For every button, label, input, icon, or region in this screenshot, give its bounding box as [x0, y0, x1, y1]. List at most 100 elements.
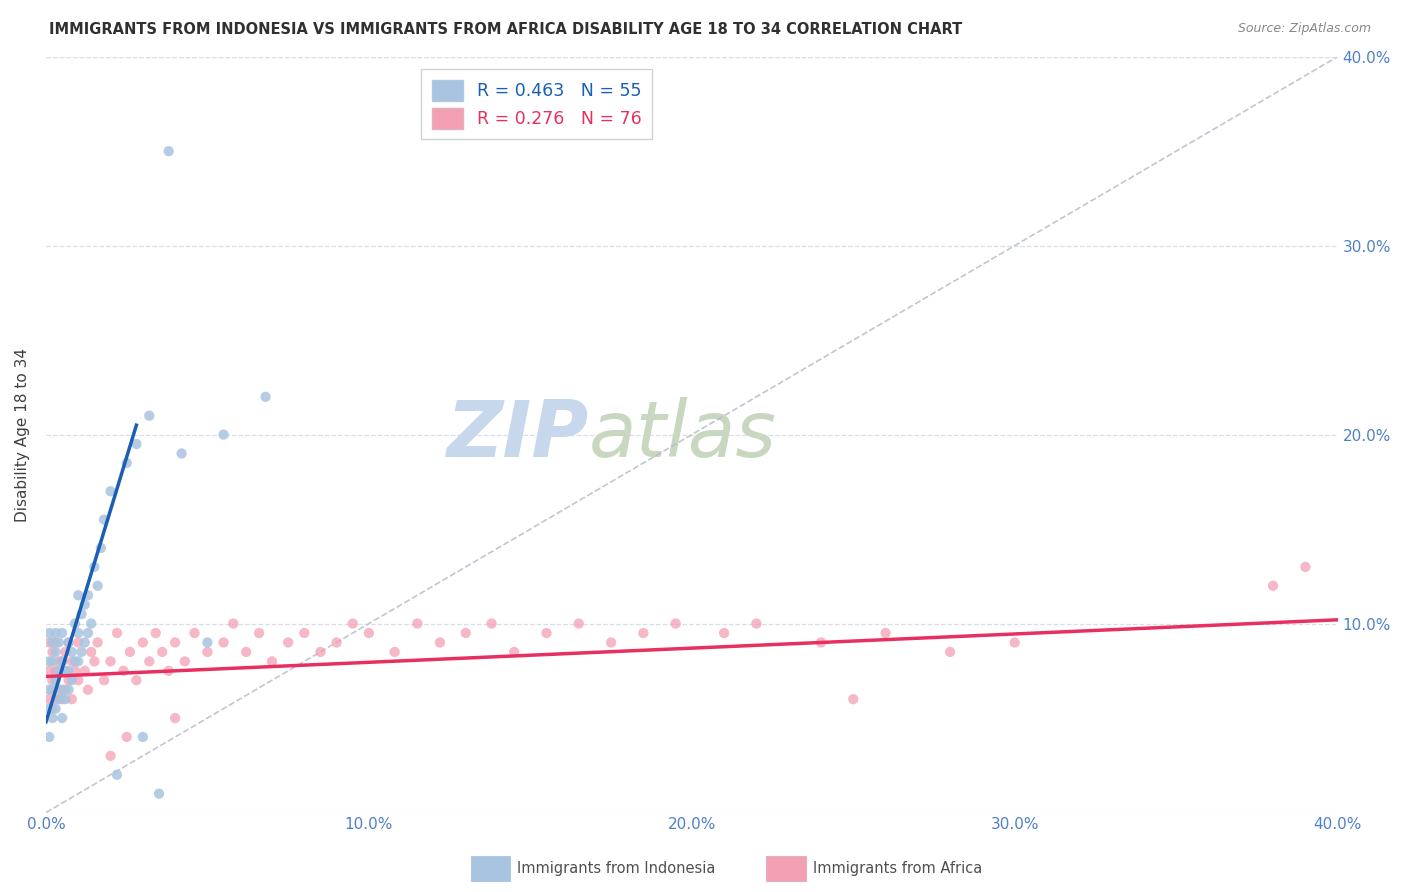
Point [93, 513, 115, 527]
Point [197, 645, 219, 659]
Point [600, 635, 623, 649]
Point [157, 144, 180, 158]
Point [45, 664, 67, 678]
Text: Source: ZipAtlas.com: Source: ZipAtlas.com [1237, 22, 1371, 36]
Text: ZIP: ZIP [446, 397, 589, 473]
Point [58, 635, 80, 649]
Point [45, 673, 67, 688]
Point [222, 616, 245, 631]
Point [63, 664, 86, 678]
Point [277, 635, 299, 649]
Point [503, 645, 526, 659]
Point [38, 664, 60, 678]
Point [53, 692, 76, 706]
Point [481, 616, 503, 631]
Point [38, 701, 60, 715]
Point [132, 730, 155, 744]
Point [148, 787, 170, 801]
Text: Immigrants from Africa: Immigrants from Africa [813, 862, 981, 876]
Point [292, 626, 315, 640]
Point [150, 645, 173, 659]
Point [125, 673, 148, 688]
Point [100, 748, 122, 763]
Point [1261, 579, 1284, 593]
Point [138, 409, 160, 423]
Point [810, 635, 832, 649]
Point [165, 635, 187, 649]
Point [73, 635, 96, 649]
Point [67, 654, 90, 668]
Point [38, 635, 60, 649]
Point [86, 579, 108, 593]
Point [60, 645, 83, 659]
Point [939, 645, 962, 659]
Point [745, 616, 768, 631]
Point [77, 588, 100, 602]
Point [93, 673, 115, 688]
Point [80, 645, 103, 659]
Point [51, 626, 73, 640]
Point [58, 673, 80, 688]
Point [51, 654, 73, 668]
Point [51, 682, 73, 697]
Point [125, 437, 148, 451]
Point [212, 427, 235, 442]
Point [429, 635, 451, 649]
Point [138, 654, 160, 668]
Point [41, 673, 63, 688]
Point [41, 654, 63, 668]
Point [86, 635, 108, 649]
Point [53, 664, 76, 678]
Point [115, 456, 138, 470]
Point [197, 635, 219, 649]
Point [212, 635, 235, 649]
Point [53, 682, 76, 697]
Point [568, 616, 591, 631]
Point [58, 635, 80, 649]
Point [77, 682, 100, 697]
Point [51, 654, 73, 668]
Point [41, 711, 63, 725]
Point [51, 711, 73, 725]
Point [357, 626, 380, 640]
Point [170, 446, 193, 460]
Point [309, 645, 332, 659]
Point [112, 664, 135, 678]
Point [115, 730, 138, 744]
Point [165, 711, 187, 725]
Point [145, 626, 167, 640]
Point [325, 635, 347, 649]
Point [41, 645, 63, 659]
Point [67, 588, 90, 602]
Point [70, 645, 93, 659]
Point [157, 664, 180, 678]
Point [260, 654, 283, 668]
Point [100, 484, 122, 499]
Point [70, 607, 93, 621]
Point [53, 645, 76, 659]
Y-axis label: Disability Age 18 to 34: Disability Age 18 to 34 [15, 348, 30, 522]
Point [105, 626, 128, 640]
Text: Immigrants from Indonesia: Immigrants from Indonesia [517, 862, 716, 876]
Point [48, 692, 70, 706]
Point [536, 626, 558, 640]
Point [38, 692, 60, 706]
Point [83, 654, 105, 668]
Point [454, 626, 477, 640]
Point [45, 692, 67, 706]
Point [100, 654, 122, 668]
Point [48, 654, 70, 668]
Point [73, 664, 96, 678]
Point [38, 730, 60, 744]
Point [73, 598, 96, 612]
Point [406, 616, 429, 631]
Point [254, 390, 277, 404]
Point [48, 664, 70, 678]
Point [58, 682, 80, 697]
Point [41, 701, 63, 715]
Point [132, 635, 155, 649]
Point [1294, 560, 1316, 574]
Point [45, 701, 67, 715]
Point [41, 635, 63, 649]
Point [67, 673, 90, 688]
